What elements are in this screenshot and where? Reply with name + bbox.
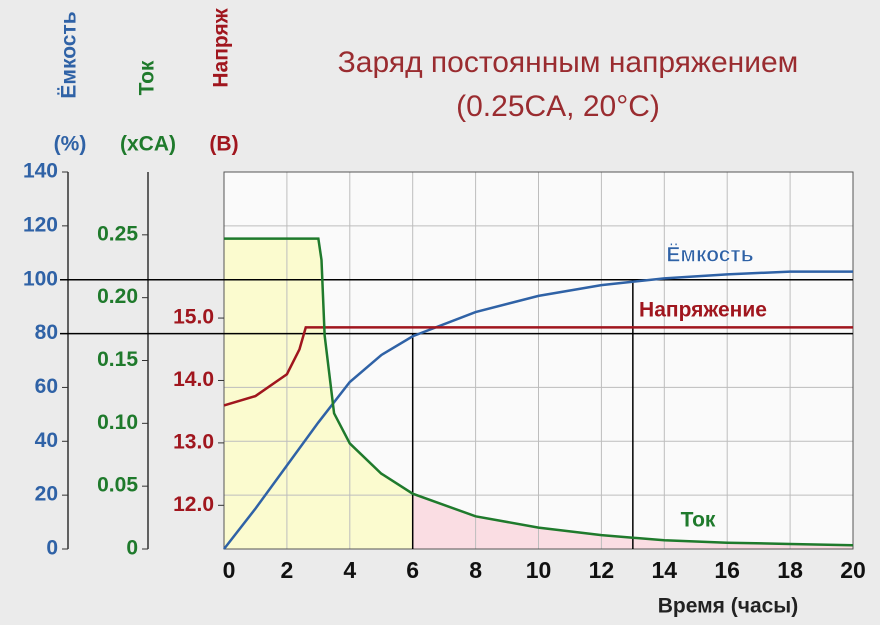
y2-tick-label: 0.15 (97, 348, 138, 371)
x-tick-label: 2 (281, 557, 294, 583)
series-label: Ток (681, 509, 716, 532)
y2-axis-title: Ток (136, 60, 159, 95)
y-tick-label: 80 (35, 321, 58, 344)
y-tick-label: 0 (46, 537, 58, 560)
x-tick-label: 8 (469, 557, 482, 583)
x-axis-title: Время (часы) (658, 595, 799, 618)
y2-axis-unit: (xCA) (120, 133, 176, 156)
y3-tick-label: 12.0 (173, 493, 214, 516)
x-tick-label: 14 (652, 557, 678, 583)
plot-border (223, 171, 854, 550)
series-label: Ёмкость (666, 244, 753, 267)
y-tick-label: 140 (23, 160, 58, 183)
x-tick-label: 18 (777, 557, 803, 583)
chart-title: Заряд постоянным напряжением (338, 46, 799, 79)
y2-tick-label: 0.20 (97, 285, 138, 308)
area (224, 238, 413, 549)
y-tick-label: 20 (35, 483, 58, 506)
y-tick-label: 60 (35, 375, 58, 398)
y3-tick-label: 15.0 (173, 306, 214, 329)
y3-tick-label: 14.0 (173, 368, 214, 391)
x-tick-label: 16 (714, 557, 740, 583)
y3-axis-unit: (В) (209, 133, 238, 156)
y-axis-unit: (%) (54, 133, 87, 156)
y-tick-label: 100 (23, 267, 58, 290)
x-tick-label: 20 (840, 557, 866, 583)
y3-tick-label: 13.0 (173, 430, 214, 453)
y2-tick-label: 0 (126, 537, 138, 560)
x-tick-label: 6 (406, 557, 419, 583)
area (412, 493, 853, 549)
chart-subtitle: (0.25CA, 20°C) (456, 90, 660, 123)
y2-tick-label: 0.25 (97, 222, 138, 245)
y2-tick-label: 0.05 (97, 474, 138, 497)
y3-axis-title: Напряж (210, 7, 233, 87)
y-tick-label: 120 (23, 213, 58, 236)
y-tick-label: 40 (35, 429, 58, 452)
series-label: Напряжение (639, 299, 767, 322)
x-tick-label: 0 (223, 557, 236, 583)
y-axis-title: Ёмкость (58, 11, 81, 98)
x-tick-label: 4 (343, 557, 356, 583)
x-tick-label: 10 (526, 557, 552, 583)
y2-tick-label: 0.10 (97, 411, 138, 434)
series-line (224, 237, 854, 547)
series-line (223, 326, 853, 407)
series-line (223, 270, 853, 550)
x-tick-label: 12 (589, 557, 615, 583)
